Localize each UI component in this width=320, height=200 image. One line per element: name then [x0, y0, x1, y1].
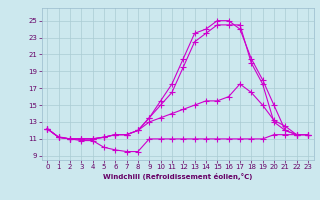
X-axis label: Windchill (Refroidissement éolien,°C): Windchill (Refroidissement éolien,°C)	[103, 173, 252, 180]
